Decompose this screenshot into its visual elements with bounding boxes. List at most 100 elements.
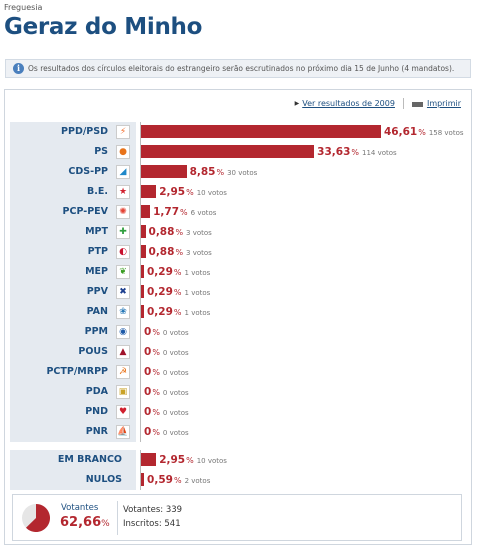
votes-count: 0 votos (162, 409, 189, 417)
printer-icon[interactable] (411, 98, 423, 111)
result-bar (141, 165, 187, 178)
result-value: 2,95% 10 votos (159, 182, 227, 203)
votantes-count: Votantes: 339 (123, 505, 183, 515)
previous-results-link[interactable]: Ver resultados de 2009 (302, 99, 395, 108)
percent-sign: % (152, 328, 160, 337)
party-name: PCP-PEV (62, 206, 108, 217)
result-value: 0,29% 1 votos (147, 302, 210, 323)
party-name: MPT (85, 226, 108, 237)
result-value: 8,85% 30 votos (190, 162, 258, 183)
percent-sign: % (216, 168, 225, 177)
percent-value: 0 (144, 346, 152, 358)
result-bar (141, 125, 381, 138)
result-bar (141, 245, 146, 258)
votes-count: 1 votos (184, 269, 211, 277)
parties-row: PPV ✖ 0,29% 1 votos (10, 282, 468, 302)
party-name: B.E. (87, 186, 108, 197)
ppm-logo-icon: ◉ (116, 325, 130, 339)
votantes-percentage: 62,66% (60, 515, 110, 530)
result-value: 0,29% 1 votos (147, 282, 210, 303)
parties-row: POUS ▲ 0% 0 votos (10, 342, 468, 362)
result-bar (141, 285, 144, 298)
percent-value: 0 (144, 366, 152, 378)
results-panel: ▶ Ver resultados de 2009 Imprimir PPD/PS… (4, 89, 472, 545)
pda-logo-icon: ▣ (116, 385, 130, 399)
mep-logo-icon: ❦ (116, 265, 130, 279)
votes-count: 0 votos (162, 429, 189, 437)
result-value: 0,59% 2 votos (147, 470, 210, 491)
percent-sign: % (175, 248, 184, 257)
parties-row: PCTP/MRPP ☭ 0% 0 votos (10, 362, 468, 382)
parties-row: PPM ◉ 0% 0 votos (10, 322, 468, 342)
parties-row: B.E. ★ 2,95% 10 votos (10, 182, 468, 202)
votes-count: 0 votos (162, 349, 189, 357)
pnd-logo-icon: ♥ (116, 405, 130, 419)
votes-count: 10 votos (196, 189, 227, 197)
party-name: POUS (78, 346, 108, 357)
party-name: PPD/PSD (61, 126, 108, 137)
result-value: 0% 0 votos (144, 382, 189, 403)
percent-value: 2,95 (159, 454, 186, 466)
party-name: PPM (84, 326, 108, 337)
percent-sign: % (173, 288, 182, 297)
inscritos-count: Inscritos: 541 (123, 519, 181, 529)
votes-count: 6 votos (190, 209, 217, 217)
cdu-logo-icon: ✺ (116, 205, 130, 219)
result-bar (141, 185, 157, 198)
votes-count: 0 votos (162, 369, 189, 377)
percent-sign: % (351, 148, 359, 157)
party-name: PAN (86, 306, 108, 317)
result-value: 0% 0 votos (144, 422, 189, 443)
percent-value: 0 (144, 326, 152, 338)
votes-count: 3 votos (186, 229, 212, 237)
votes-count: 158 votos (428, 129, 464, 137)
notice-text: Os resultados dos círculos eleitorais do… (28, 64, 455, 73)
percent-value: 46,61 (384, 126, 418, 138)
pnr-logo-icon: ⛵ (116, 425, 130, 439)
percent-value: 2,95 (159, 186, 186, 198)
turnout-summary: Votantes 62,66% Votantes: 339 Inscritos:… (12, 494, 462, 541)
info-icon: i (13, 63, 24, 74)
percent-value: 0,29 (147, 286, 173, 298)
result-bar (141, 305, 144, 318)
votes-count: 1 votos (184, 289, 211, 297)
result-bar (141, 453, 157, 466)
percent-sign: % (173, 476, 182, 485)
pie-turnout-slice (26, 504, 50, 532)
percent-value: 0 (144, 386, 152, 398)
print-link[interactable]: Imprimir (426, 99, 461, 108)
be-logo-icon: ★ (116, 185, 130, 199)
party-name: PCTP/MRPP (46, 366, 108, 377)
percent-sign: % (152, 348, 160, 357)
percent-sign: % (186, 456, 194, 465)
other-row: EM BRANCO 2,95% 10 votos (10, 450, 468, 470)
breadcrumb-label: Freguesia (4, 3, 43, 12)
votes-count: 1 votos (184, 309, 211, 317)
turnout-stats: Votantes: 339 Inscritos: 541 (123, 503, 182, 531)
ptp-logo-icon: ◐ (116, 245, 130, 259)
result-bar (141, 145, 315, 158)
votes-count: 10 votos (196, 457, 227, 465)
result-bar (141, 265, 144, 278)
other-row: NULOS 0,59% 2 votos (10, 470, 468, 490)
party-name: MEP (85, 266, 108, 277)
result-bar (141, 225, 146, 238)
result-value: 0,29% 1 votos (147, 262, 210, 283)
percent-sign: % (186, 188, 194, 197)
votes-count: 0 votos (162, 389, 189, 397)
party-name: PS (94, 146, 108, 157)
result-bar (141, 205, 151, 218)
percent-sign: % (152, 428, 160, 437)
result-bar (141, 473, 145, 486)
parties-row: MEP ❦ 0,29% 1 votos (10, 262, 468, 282)
party-name: CDS-PP (68, 166, 108, 177)
votes-count: 0 votos (162, 329, 189, 337)
percent-sign: % (173, 308, 182, 317)
votes-count: 114 votos (361, 149, 397, 157)
party-name: PPV (86, 286, 108, 297)
pan-logo-icon: ❀ (116, 305, 130, 319)
result-value: 0% 0 votos (144, 322, 189, 343)
percent-sign: % (180, 208, 188, 217)
party-name: EM BRANCO (57, 454, 122, 465)
percent-value: 8,85 (189, 166, 216, 178)
